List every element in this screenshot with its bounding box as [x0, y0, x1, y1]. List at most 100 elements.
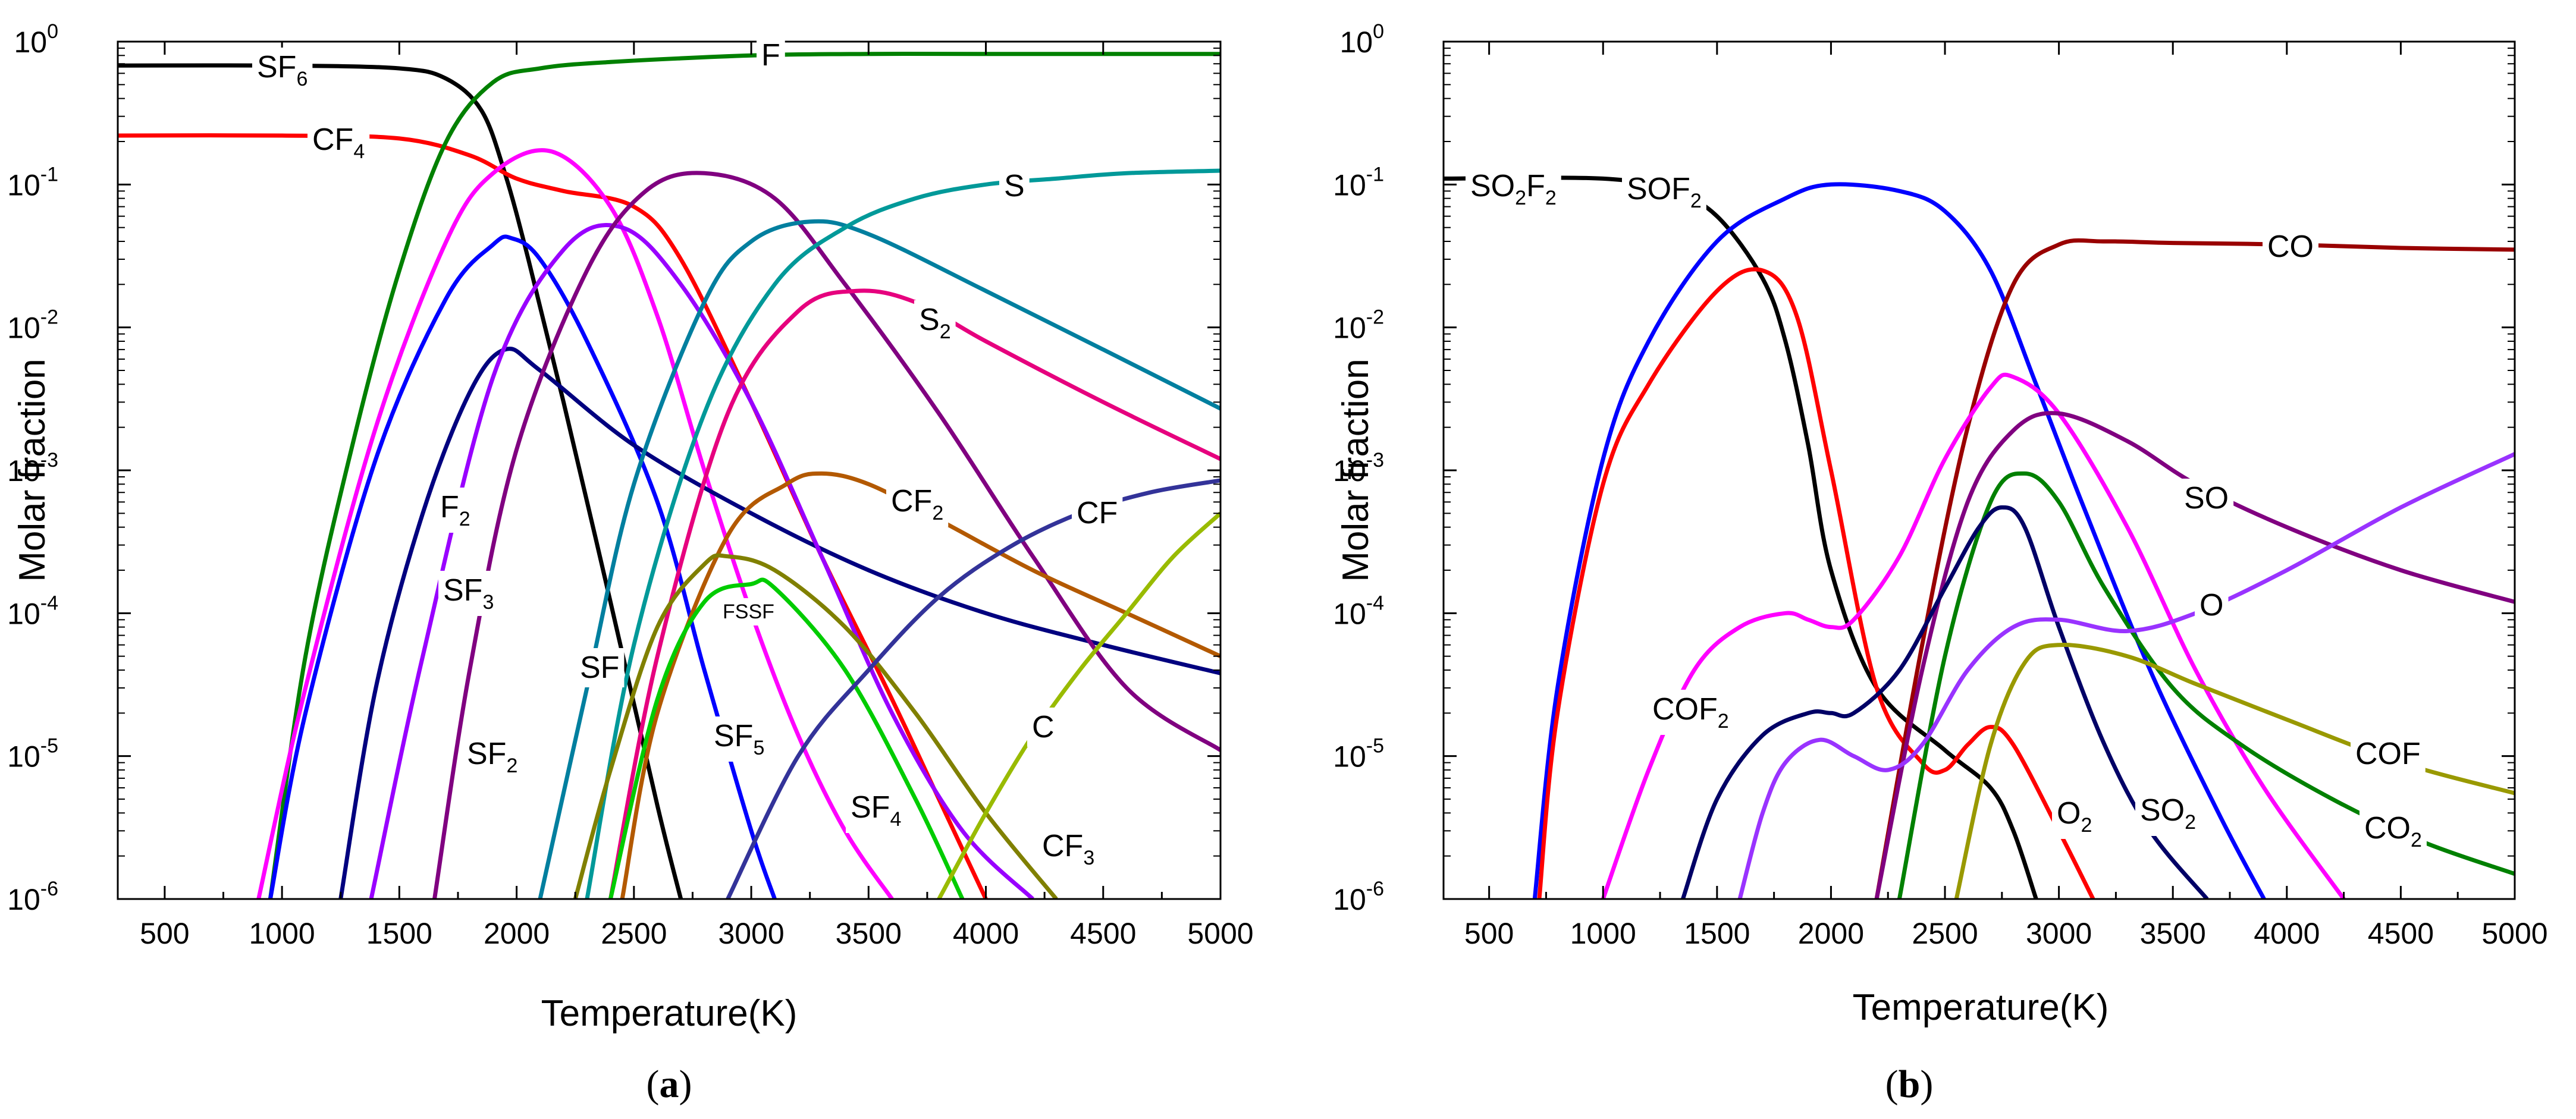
series-label-bg	[252, 48, 313, 93]
series-label-co2: CO2	[2364, 811, 2422, 851]
x-axis-label: Temperature(K)	[541, 993, 798, 1034]
series-label-bg	[709, 716, 770, 762]
series-line-sf6	[118, 63, 683, 899]
y-tick-label: 100	[1339, 20, 1384, 59]
x-tick-label: 4500	[2368, 917, 2434, 950]
series-label-bg	[999, 166, 1030, 206]
series-label-bg	[2359, 809, 2427, 854]
series-label-bg	[2195, 586, 2229, 625]
panel-a: 500 1000 1500 2000 2500 3000 3500 4000 4500 5000 1…	[7, 20, 1253, 1106]
series-line-sf4	[268, 234, 777, 899]
series-label-bg	[2351, 734, 2426, 774]
series-label-sf3: SF3	[443, 573, 494, 614]
series-label-bg	[1027, 708, 1059, 747]
series-line-co	[1874, 238, 2515, 899]
series-label-o2: O2	[2057, 796, 2092, 837]
series-line-f	[268, 52, 1220, 899]
series-label-co: CO	[2267, 230, 2314, 264]
series-label-bg	[2263, 227, 2318, 266]
x-tick-label: 3500	[2140, 917, 2206, 950]
series-label-bg	[308, 120, 370, 165]
series-label-so2: SO2	[2140, 793, 2196, 834]
series-line-sf2	[432, 171, 1220, 899]
series-line-so	[1874, 411, 2515, 899]
x-tick-label: 5000	[2481, 917, 2547, 950]
series-label-s: S	[1004, 169, 1025, 203]
y-tick-label: 10-3	[1333, 449, 1384, 488]
series-group	[118, 52, 1220, 899]
x-tick-label: 1500	[366, 917, 432, 950]
series-label-sf5: SF5	[714, 719, 764, 759]
series-label-cf3: CF3	[1042, 829, 1094, 869]
y-tick-label: 10-4	[1333, 592, 1384, 630]
x-tick-label: 1000	[1570, 917, 1636, 950]
series-line-cf2	[620, 471, 1220, 899]
y-tick-label: 10-5	[1333, 735, 1384, 774]
series-label-so: SO	[2184, 481, 2229, 516]
series-line-o	[1737, 452, 2515, 899]
series-label-bg	[1072, 494, 1123, 533]
series-line-s	[585, 168, 1220, 899]
series-label-bg	[2179, 479, 2234, 518]
series-line-c	[937, 511, 1220, 899]
x-tick-label: 3500	[836, 917, 902, 950]
series-line-red-unlabeled-	[1537, 267, 2095, 899]
series-label-c: C	[1032, 710, 1055, 744]
y-tick-label: 10-4	[7, 592, 58, 630]
series-label-sf2: SF2	[467, 737, 517, 777]
series-label-bg	[435, 488, 475, 533]
series-label-bg	[1622, 169, 1706, 215]
panel-label: (b)	[1885, 1063, 1934, 1106]
series-label-bg	[1037, 826, 1100, 872]
x-tick-label: 3000	[718, 917, 784, 950]
series-label-o: O	[2200, 588, 2223, 623]
series-label-so2f2: SO2F2	[1470, 169, 1557, 209]
series-line-f2	[338, 347, 1220, 899]
y-tick-label: 10-6	[1333, 878, 1384, 916]
series-line-cf3	[573, 553, 1058, 899]
x-tick-label: 2500	[601, 917, 667, 950]
series-label-f: F	[761, 38, 780, 73]
panel-label: (a)	[647, 1063, 692, 1106]
series-label-bg	[757, 36, 785, 75]
series-line-co2	[1897, 471, 2515, 899]
y-tick-label: 10-1	[7, 163, 58, 202]
series-label-bg	[1648, 690, 1734, 735]
y-tick-label: 10-6	[7, 878, 58, 916]
series-label-s2: S2	[919, 303, 951, 343]
series-line-sf5	[256, 148, 894, 899]
y-tick-label: 100	[14, 20, 58, 59]
series-label-cof2: COF2	[1652, 692, 1729, 733]
series-label-bg	[914, 300, 956, 345]
x-tick-label: 1000	[249, 917, 315, 950]
series-label-cf2: CF2	[891, 484, 943, 524]
x-tick-label: 4500	[1070, 917, 1136, 950]
series-label-bg	[438, 571, 499, 616]
series-label-cf4: CF4	[312, 122, 365, 163]
series-label-bg	[718, 598, 779, 625]
x-tick-label: 500	[1464, 917, 1514, 950]
panel-b: 500 1000 1500 2000 2500 3000 3500 4000 4500 5000 1…	[1333, 20, 2547, 1106]
series-label-bg	[2135, 791, 2201, 836]
x-tick-label: 2500	[1912, 917, 1978, 950]
series-line-so2	[1681, 505, 2209, 899]
y-axis-label: Molar fraction	[1335, 359, 1376, 582]
series-label-sf: SF	[580, 650, 619, 685]
series-line-cf4	[118, 133, 988, 899]
x-tick-label: 2000	[484, 917, 550, 950]
x-tick-label: 2000	[1798, 917, 1864, 950]
y-tick-label: 10-5	[7, 735, 58, 774]
series-label-sf6: SF6	[257, 50, 308, 90]
series-line-cof2	[1601, 372, 2346, 899]
x-tick-label: 500	[140, 917, 189, 950]
series-label-bg	[2052, 794, 2097, 839]
x-tick-label: 5000	[1187, 917, 1253, 950]
series-line-s2	[608, 288, 1220, 899]
series-label-cf: CF	[1077, 496, 1118, 530]
series-label-sof2: SOF2	[1627, 172, 1702, 212]
y-axis-label: Molar fraction	[12, 359, 53, 582]
series-label-f2: F2	[440, 490, 470, 530]
series-label-sf4: SF4	[851, 790, 901, 831]
series-label-bg	[846, 788, 906, 833]
